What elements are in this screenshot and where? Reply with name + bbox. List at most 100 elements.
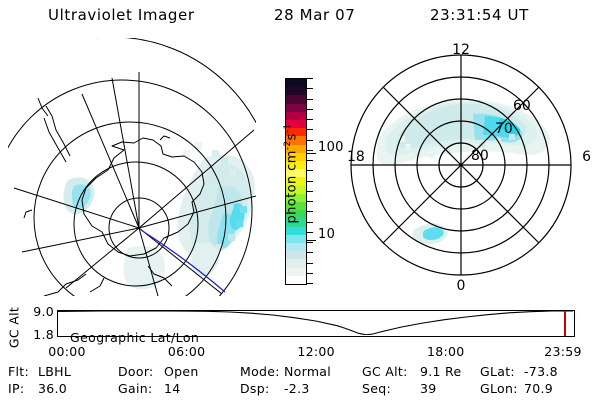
colorbar-tick-14 bbox=[307, 222, 313, 223]
orbit-track bbox=[140, 229, 226, 293]
colorbar-axis-title-exp1: -2 bbox=[283, 140, 294, 151]
colorbar-tick-10 bbox=[307, 181, 313, 182]
colorbar-band-2 bbox=[286, 259, 306, 268]
status-value-glat: -73.8 bbox=[524, 364, 558, 379]
colorbar-tick-19 bbox=[307, 273, 313, 274]
colorbar-band-17 bbox=[286, 136, 306, 145]
colorbar-band-4 bbox=[286, 242, 306, 252]
colorbar-group: 100 10 photon cm-2s-1 bbox=[258, 70, 348, 295]
colorbar-band-10 bbox=[286, 193, 306, 202]
colorbar-band-5 bbox=[286, 234, 306, 243]
orbit-plot-box[interactable] bbox=[57, 310, 575, 337]
mlat-ring-labels: 60 70 80 bbox=[471, 98, 531, 164]
status-value-seq: 39 bbox=[420, 381, 437, 396]
geographic-graticule bbox=[8, 38, 256, 296]
colorbar-major-tick-0 bbox=[307, 153, 316, 154]
mlt-label-0: 0 bbox=[457, 278, 466, 294]
status-value-ip: 36.0 bbox=[38, 381, 68, 396]
colorbar-tick-13 bbox=[307, 211, 313, 212]
status-label-seq: Seq: bbox=[362, 381, 391, 396]
mlat-label-70: 70 bbox=[495, 121, 513, 137]
colorbar-axis-title-exp2: -1 bbox=[283, 123, 294, 134]
geographic-polar-plot[interactable]: Geographic Lat/Lon bbox=[8, 38, 256, 345]
magnetic-polar-plot[interactable]: 12 18 6 0 60 70 80 Apex MLat/MLT bbox=[345, 38, 593, 296]
orbit-altitude-panel[interactable]: GC Alt 9.0 1.8 00:00 06:00 12:00 18:00 23:59 bbox=[0, 300, 600, 360]
colorbar-band-18 bbox=[286, 128, 306, 137]
colorbar-band-19 bbox=[286, 119, 306, 129]
status-value-mode: Normal bbox=[284, 364, 332, 379]
colorbar-band-9 bbox=[286, 201, 306, 211]
mlt-label-18: 18 bbox=[347, 149, 365, 165]
status-readout: Flt: LBHL Door: Open Mode: Normal GC Alt: 9.1 R… bbox=[0, 364, 600, 400]
geographic-plot-canvas bbox=[8, 38, 256, 296]
colorbar-tick-7 bbox=[307, 150, 313, 151]
status-value-gc-alt: 9.1 Re bbox=[420, 364, 462, 379]
colorbar-bands bbox=[286, 79, 306, 284]
colorbar-tick-20 bbox=[307, 283, 313, 284]
colorbar-band-12 bbox=[286, 177, 306, 186]
colorbar-tick-4 bbox=[307, 119, 313, 120]
mlt-spokes bbox=[351, 55, 571, 275]
colorbar-band-23 bbox=[286, 87, 306, 96]
status-label-gc-alt: GC Alt: bbox=[362, 364, 408, 379]
colorbar-tick-15 bbox=[307, 232, 313, 233]
colorbar-band-21 bbox=[286, 103, 306, 112]
orbit-xtick-0000: 00:00 bbox=[48, 344, 86, 359]
colorbar-band-8 bbox=[286, 210, 306, 219]
status-value-gain: 14 bbox=[164, 381, 181, 396]
colorbar-band-13 bbox=[286, 169, 306, 178]
status-label-glon: GLon: bbox=[480, 381, 518, 396]
orbit-xtick-0600: 06:00 bbox=[167, 344, 206, 359]
colorbar-band-11 bbox=[286, 185, 306, 194]
geographic-plot-caption: Geographic Lat/Lon bbox=[70, 330, 200, 345]
colorbar-tick-1 bbox=[307, 88, 313, 89]
orbit-ytick-low: 1.8 bbox=[33, 327, 54, 342]
observation-date: 28 Mar 07 bbox=[274, 6, 356, 24]
colorbar-tick-17 bbox=[307, 252, 313, 253]
colorbar-band-20 bbox=[286, 111, 306, 120]
colorbar-band-22 bbox=[286, 95, 306, 104]
colorbar-tick-6 bbox=[307, 140, 313, 141]
colorbar-band-24 bbox=[286, 79, 306, 88]
colorbar-tick-2 bbox=[307, 99, 313, 100]
colorbar-band-1 bbox=[286, 267, 306, 276]
status-label-gain: Gain: bbox=[118, 381, 153, 396]
colorbar bbox=[285, 78, 307, 285]
instrument-title: Ultraviolet Imager bbox=[48, 6, 195, 24]
colorbar-band-0 bbox=[286, 275, 306, 284]
status-label-mode: Mode: bbox=[240, 364, 280, 379]
status-value-door: Open bbox=[164, 364, 199, 379]
aurora-emission-geographic bbox=[63, 142, 255, 290]
status-label-dsp: Dsp: bbox=[240, 381, 270, 396]
colorbar-axis-title-mid: s bbox=[284, 133, 300, 141]
orbit-xtick-2359: 23:59 bbox=[544, 344, 582, 359]
mlt-label-6: 6 bbox=[582, 149, 591, 165]
colorbar-tick-11 bbox=[307, 191, 313, 192]
colorbar-tick-label-100: 100 bbox=[318, 140, 344, 155]
mlat-label-80: 80 bbox=[471, 148, 489, 164]
colorbar-tick-18 bbox=[307, 263, 313, 264]
status-value-dsp: -2.3 bbox=[284, 381, 310, 396]
status-label-ip: IP: bbox=[8, 381, 25, 396]
observation-time: 23:31:54 UT bbox=[430, 6, 529, 24]
colorbar-axis-title: photon cm-2s-1 bbox=[283, 94, 300, 254]
colorbar-band-15 bbox=[286, 152, 306, 161]
status-label-flt: Flt: bbox=[8, 364, 29, 379]
colorbar-major-tick-1 bbox=[307, 240, 316, 241]
orbit-xtick-1200: 12:00 bbox=[297, 344, 335, 359]
mlt-label-12: 12 bbox=[452, 42, 470, 58]
orbit-altitude-curve bbox=[58, 311, 573, 335]
magnetic-plot-canvas: 12 18 6 0 60 70 80 bbox=[347, 42, 591, 294]
status-label-glat: GLat: bbox=[480, 364, 515, 379]
colorbar-tick-label-10: 10 bbox=[318, 227, 336, 242]
colorbar-band-3 bbox=[286, 251, 306, 260]
status-label-door: Door: bbox=[118, 364, 154, 379]
antarctic-coastline bbox=[23, 97, 205, 296]
colorbar-tick-16 bbox=[307, 242, 313, 243]
orbit-time-cursor[interactable] bbox=[563, 311, 566, 336]
colorbar-tick-0 bbox=[307, 78, 313, 79]
status-value-flt: LBHL bbox=[38, 364, 72, 379]
status-value-glon: 70.9 bbox=[524, 381, 554, 396]
colorbar-band-16 bbox=[286, 144, 306, 153]
